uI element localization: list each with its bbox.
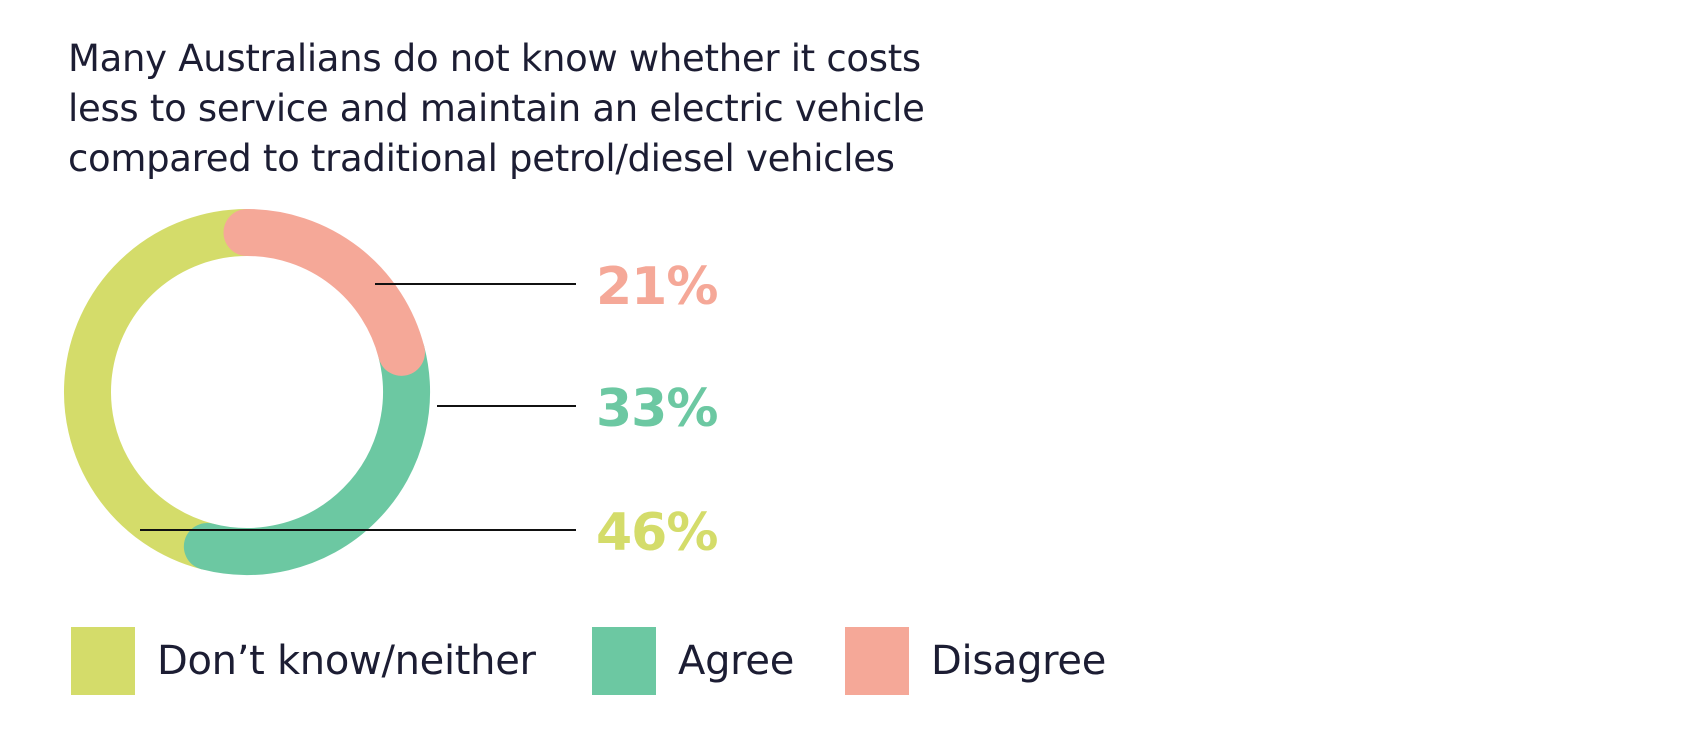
legend-item-agree: Agree bbox=[592, 625, 794, 697]
legend-swatch-dont-know bbox=[71, 627, 135, 695]
legend-label: Agree bbox=[678, 638, 795, 684]
legend-swatch-agree bbox=[592, 627, 656, 695]
data-label-agree: 33% bbox=[596, 379, 717, 439]
donut-slice-disagree bbox=[223, 209, 425, 376]
donut-slices bbox=[64, 209, 430, 575]
chart-title-line: Many Australians do not know whether it … bbox=[68, 37, 921, 80]
legend-item-dont-know: Don’t know/neither bbox=[71, 625, 536, 697]
legend-label: Don’t know/neither bbox=[157, 638, 536, 684]
donut-slice-agree bbox=[183, 328, 430, 575]
legend-swatch-disagree bbox=[845, 627, 909, 695]
data-label-dont-know: 46% bbox=[596, 503, 717, 563]
legend-item-disagree: Disagree bbox=[845, 625, 1106, 697]
chart-title-line: less to service and maintain an electric… bbox=[68, 87, 925, 130]
legend-label: Disagree bbox=[931, 638, 1107, 684]
legend: Don’t know/neither Agree Disagree bbox=[0, 625, 1683, 697]
leader-lines bbox=[140, 283, 576, 531]
chart-title: Many Australians do not know whether it … bbox=[68, 34, 1068, 184]
donut-slice-dont-know bbox=[64, 209, 271, 570]
chart-title-line: compared to traditional petrol/diesel ve… bbox=[68, 137, 895, 180]
data-label-disagree: 21% bbox=[596, 257, 717, 317]
